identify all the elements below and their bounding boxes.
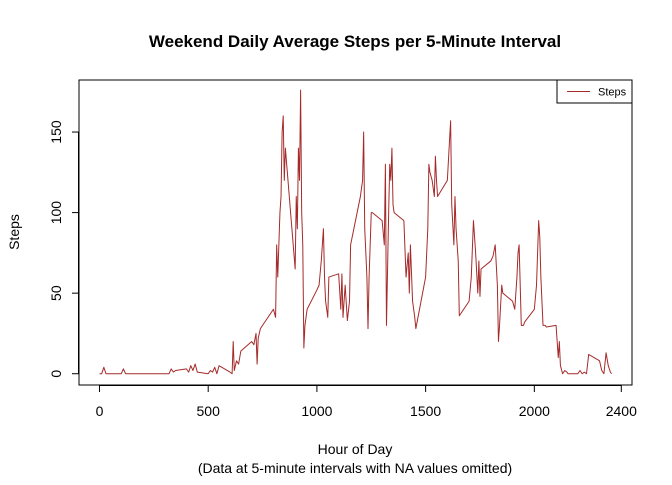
x-tick-label: 1000 xyxy=(301,403,332,419)
y-tick-label: 50 xyxy=(48,285,64,301)
x-tick-label: 500 xyxy=(197,403,221,419)
y-tick-label: 150 xyxy=(48,120,64,144)
x-tick-label: 0 xyxy=(96,403,104,419)
y-tick-label: 100 xyxy=(48,201,64,225)
x-axis-label: Hour of Day xyxy=(318,441,393,457)
x-tick-label: 2000 xyxy=(519,403,550,419)
x-tick-label: 2400 xyxy=(606,403,637,419)
y-tick-label: 0 xyxy=(48,370,64,378)
x-tick-label: 1500 xyxy=(410,403,441,419)
y-axis-label: Steps xyxy=(6,214,22,250)
data-line xyxy=(99,89,612,375)
legend-label: Steps xyxy=(598,87,627,99)
chart-title: Weekend Daily Average Steps per 5-Minute… xyxy=(149,32,561,51)
legend-box xyxy=(556,79,633,104)
x-axis-caption: (Data at 5-minute intervals with NA valu… xyxy=(198,460,512,476)
